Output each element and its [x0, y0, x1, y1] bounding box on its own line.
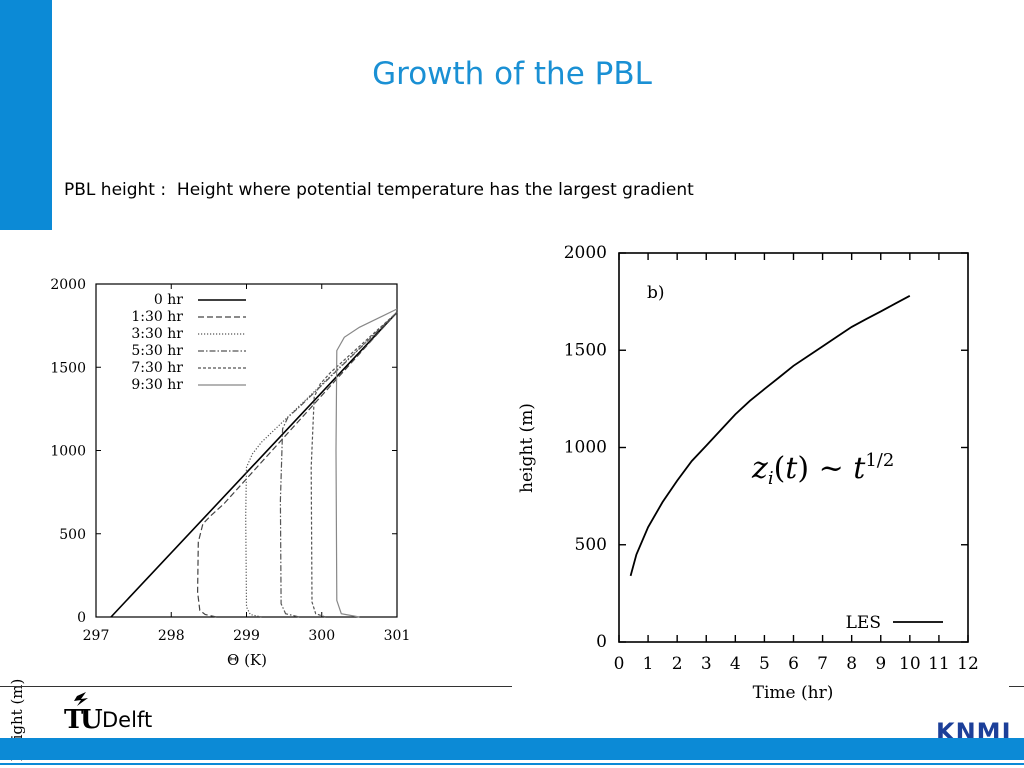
footer-divider-right: [1009, 686, 1024, 687]
chart1-series-line-4: [310, 311, 398, 618]
footer-divider-left: [0, 686, 512, 687]
chart2-series: [629, 295, 911, 577]
chart2-x-tick-label: 12: [957, 654, 979, 674]
chart1-x-tick-label: 301: [384, 628, 411, 644]
chart2-y-tick-label: 0: [596, 632, 607, 652]
chart1-series-line-1: [196, 311, 398, 618]
tu-delft-logo: T U: [64, 692, 103, 732]
chart2-y-axis-label: height (m): [517, 403, 537, 493]
chart2-x-tick-label: 7: [817, 654, 828, 674]
accent-side-bar: [0, 0, 52, 230]
chart1-legend-label: 9:30 hr: [131, 377, 183, 393]
chart1-x-tick-label: 297: [83, 628, 110, 644]
slide-subtitle: PBL height : Height where potential temp…: [64, 180, 694, 200]
chart1-series: [110, 308, 398, 618]
chart1-series-line-5: [335, 308, 398, 618]
chart2-annotation: zi(t) ~ t1/2: [751, 450, 894, 489]
chart1-ticks: 297 298 299 300 301 0 500 1000 1500 2000: [50, 277, 410, 644]
chart1-legend: 0 hr1:30 hr3:30 hr5:30 hr7:30 hr9:30 hr: [131, 292, 246, 393]
chart2-y-tick-label: 1000: [564, 438, 607, 458]
chart2-x-axis-label: Time (hr): [753, 683, 834, 703]
knmi-logo-text: KNMI: [936, 718, 1012, 738]
svg-text:U: U: [80, 705, 103, 732]
chart2-legend: LES: [846, 613, 943, 633]
chart1-legend-label: 0 hr: [154, 292, 183, 308]
chart1-x-tick-label: 298: [158, 628, 185, 644]
svg-text:T: T: [64, 705, 84, 732]
chart1-y-tick-label: 500: [59, 527, 86, 543]
chart2-legend-label: LES: [846, 613, 881, 633]
chart2-plot-frame: [618, 252, 969, 643]
chart1-y-tick-label: 1000: [50, 444, 86, 460]
footer-band: [0, 738, 1024, 760]
chart1-series-line-2: [245, 311, 398, 618]
chart1-legend-label: 3:30 hr: [131, 326, 183, 342]
chart2-y-tick-label: 1500: [564, 340, 607, 360]
chart2-x-tick-label: 10: [899, 654, 921, 674]
chart2-y-tick-label: 2000: [564, 243, 607, 263]
chart2-x-tick-label: 3: [701, 654, 712, 674]
chart2-x-tick-label: 5: [759, 654, 770, 674]
chart2-x-tick-label: 9: [875, 654, 886, 674]
footer-thin-band: [0, 763, 1024, 765]
theta-profile-chart: 297 298 299 300 301 0 500 1000 1500 2000 0 hr1:30…: [8, 277, 410, 761]
chart2-x-tick-label: 0: [614, 654, 625, 674]
chart2-frame: [618, 252, 969, 643]
chart1-series-line-3: [279, 311, 398, 618]
chart1-legend-label: 5:30 hr: [131, 343, 183, 359]
slide-title: Growth of the PBL: [372, 56, 652, 92]
chart2-y-tick-label: 500: [575, 535, 607, 555]
tu-delft-logo-text: Delft: [102, 708, 153, 732]
chart1-legend-label: 7:30 hr: [131, 360, 183, 376]
chart2-x-tick-label: 1: [643, 654, 654, 674]
chart1-series-line-0: [110, 311, 398, 618]
chart2-x-tick-label: 8: [846, 654, 857, 674]
chart1-x-tick-label: 300: [308, 628, 335, 644]
chart1-x-axis-label: Θ (K): [227, 651, 267, 669]
chart2-x-tick-label: 4: [730, 654, 741, 674]
chart1-legend-label: 1:30 hr: [131, 309, 183, 325]
chart2-x-tick-label: 6: [788, 654, 799, 674]
chart1-x-tick-label: 299: [233, 628, 260, 644]
chart2-series-line-0: [629, 295, 911, 577]
chart2-x-tick-label: 11: [928, 654, 950, 674]
chart1-y-tick-label: 1500: [50, 360, 86, 376]
chart1-y-tick-label: 0: [77, 610, 86, 626]
chart2-x-tick-label: 2: [672, 654, 683, 674]
chart2-panel-label: b): [647, 283, 665, 303]
chart1-y-tick-label: 2000: [50, 277, 86, 293]
